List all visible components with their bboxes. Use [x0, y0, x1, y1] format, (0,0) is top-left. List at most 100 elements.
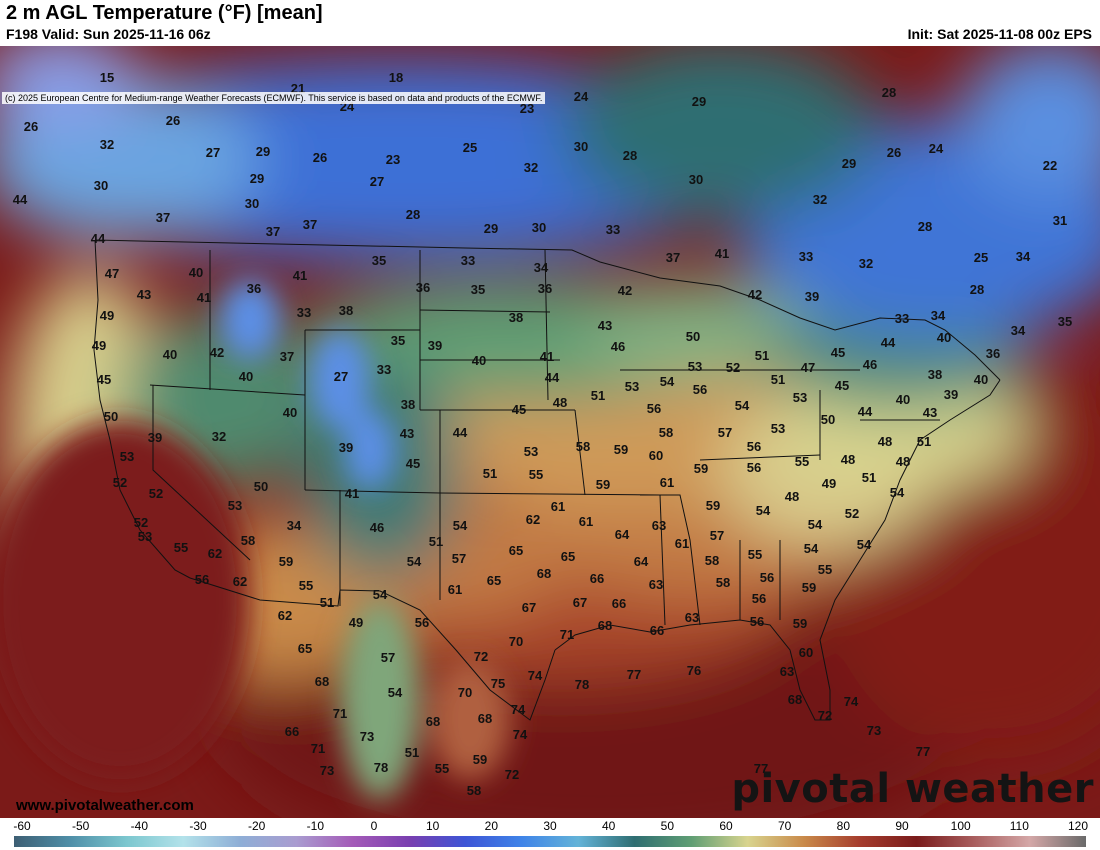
temperature-value: 66 — [590, 571, 604, 586]
temperature-value: 56 — [415, 615, 429, 630]
temperature-value: 70 — [509, 634, 523, 649]
temperature-value: 28 — [406, 207, 420, 222]
temperature-value: 74 — [511, 702, 526, 717]
temperature-value: 33 — [606, 222, 620, 237]
temperature-value: 39 — [428, 338, 442, 353]
temperature-value: 61 — [551, 499, 565, 514]
temperature-value: 59 — [279, 554, 293, 569]
temperature-value: 78 — [374, 760, 388, 775]
temperature-value: 45 — [512, 402, 526, 417]
temperature-value: 50 — [104, 409, 118, 424]
temperature-value: 70 — [458, 685, 472, 700]
temperature-map[interactable]: 1521182224232429282626253028262422322729… — [0, 46, 1100, 818]
temperature-value: 26 — [166, 113, 180, 128]
temperature-value: 49 — [100, 308, 114, 323]
colorbar-tick-label: 100 — [950, 819, 971, 833]
temperature-value: 77 — [916, 744, 930, 759]
temperature-value: 53 — [120, 449, 134, 464]
temperature-value: 32 — [212, 429, 226, 444]
temperature-value: 26 — [887, 145, 901, 160]
colorbar-tick-label: 70 — [777, 819, 792, 833]
temperature-value: 54 — [453, 518, 468, 533]
ecmwf-credit: (c) 2025 European Centre for Medium-rang… — [2, 92, 546, 104]
temperature-value: 56 — [647, 401, 661, 416]
temperature-labels: 1521182224232429282626253028262422322729… — [13, 70, 1072, 798]
valid-time: F198 Valid: Sun 2025-11-16 06z — [6, 26, 211, 42]
temperature-value: 54 — [373, 587, 388, 602]
temperature-value: 48 — [841, 452, 855, 467]
temperature-value: 51 — [862, 470, 876, 485]
temperature-value: 73 — [360, 729, 374, 744]
colorbar-tick-label: -40 — [130, 819, 148, 833]
temperature-value: 41 — [345, 486, 359, 501]
colorbar-tick-label: 110 — [1009, 819, 1029, 833]
temperature-value: 40 — [896, 392, 910, 407]
temperature-value: 68 — [788, 692, 802, 707]
temperature-value: 47 — [105, 266, 119, 281]
temperature-value: 27 — [334, 369, 348, 384]
temperature-value: 32 — [813, 192, 827, 207]
temperature-value: 33 — [461, 253, 475, 268]
temperature-value: 49 — [92, 338, 106, 353]
temperature-value: 73 — [320, 763, 334, 778]
temperature-value: 58 — [716, 575, 730, 590]
temperature-value: 58 — [659, 425, 673, 440]
colorbar-tick-label: 10 — [425, 819, 440, 833]
temperature-value: 38 — [509, 310, 523, 325]
temperature-value: 54 — [660, 374, 675, 389]
temperature-value: 54 — [890, 485, 905, 500]
temperature-value: 37 — [303, 217, 317, 232]
temperature-value: 56 — [760, 570, 774, 585]
temperature-value: 51 — [405, 745, 419, 760]
temperature-value: 45 — [831, 345, 845, 360]
temperature-value: 34 — [1011, 323, 1026, 338]
temperature-value: 38 — [401, 397, 415, 412]
temperature-value: 43 — [137, 287, 151, 302]
temperature-value: 75 — [491, 676, 505, 691]
temperature-value: 35 — [372, 253, 386, 268]
temperature-value: 47 — [801, 360, 815, 375]
temperature-value: 61 — [675, 536, 689, 551]
temperature-value: 18 — [389, 70, 403, 85]
temperature-value: 58 — [705, 553, 719, 568]
temperature-value: 36 — [247, 281, 261, 296]
temperature-value: 51 — [429, 534, 443, 549]
temperature-value: 54 — [857, 537, 872, 552]
temperature-value: 51 — [591, 388, 605, 403]
temperature-value: 44 — [91, 231, 106, 246]
temperature-value: 56 — [752, 591, 766, 606]
temperature-value: 54 — [808, 517, 823, 532]
temperature-value: 71 — [311, 741, 325, 756]
temperature-value: 37 — [156, 210, 170, 225]
temperature-value: 30 — [574, 139, 588, 154]
temperature-value: 66 — [285, 724, 299, 739]
site-url[interactable]: www.pivotalweather.com — [16, 797, 194, 814]
temperature-value: 41 — [540, 349, 554, 364]
temperature-value: 28 — [970, 282, 984, 297]
temperature-value: 54 — [804, 541, 819, 556]
temperature-value: 32 — [859, 256, 873, 271]
temperature-value: 49 — [822, 476, 836, 491]
temperature-value: 41 — [293, 268, 307, 283]
temperature-value: 45 — [406, 456, 420, 471]
temperature-value: 46 — [370, 520, 384, 535]
colorbar-tick-label: 90 — [895, 819, 909, 833]
temperature-value: 26 — [313, 150, 327, 165]
temperature-value: 43 — [400, 426, 414, 441]
temperature-value: 50 — [254, 479, 268, 494]
temperature-value: 77 — [754, 761, 768, 776]
colorbar-tick-label: 50 — [660, 819, 675, 833]
temperature-value: 66 — [650, 623, 664, 638]
temperature-value: 44 — [13, 192, 28, 207]
temperature-value: 57 — [710, 528, 724, 543]
temperature-value: 61 — [448, 582, 462, 597]
temperature-value: 62 — [526, 512, 540, 527]
temperature-value: 66 — [612, 596, 626, 611]
temperature-value: 59 — [614, 442, 628, 457]
temperature-value: 55 — [818, 562, 832, 577]
temperature-value: 74 — [844, 694, 859, 709]
temperature-value: 65 — [298, 641, 312, 656]
temperature-value: 46 — [611, 339, 625, 354]
temperature-value: 22 — [1043, 158, 1057, 173]
